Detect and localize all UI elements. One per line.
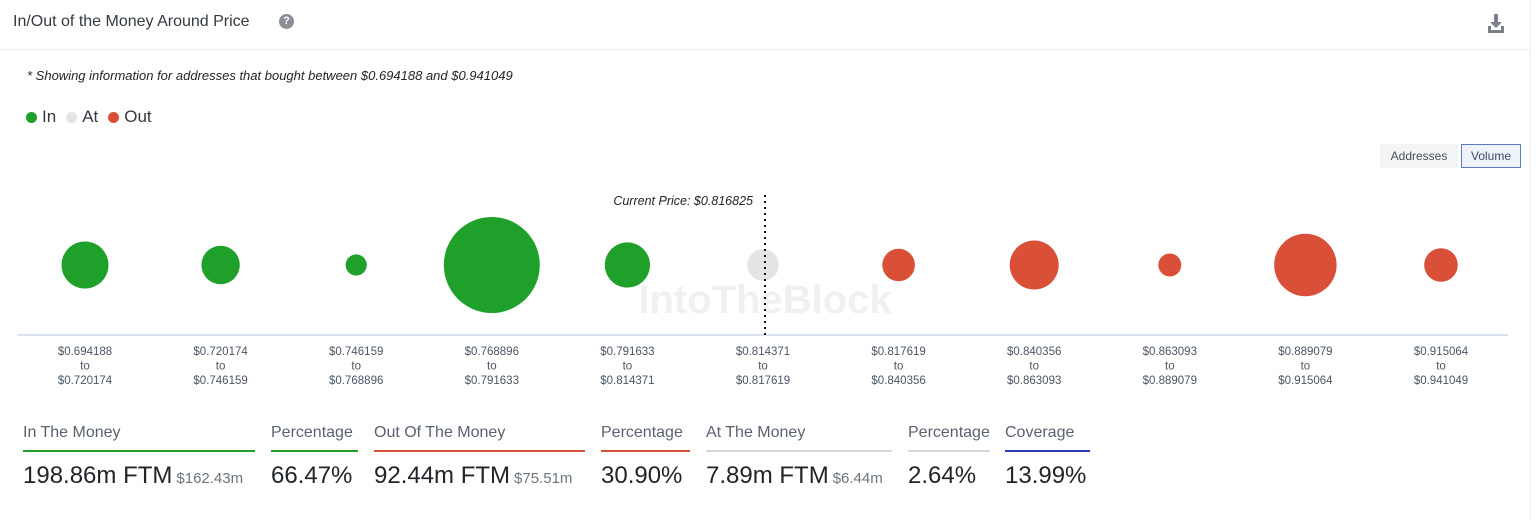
legend-item-at[interactable]: At bbox=[66, 107, 98, 127]
legend-dot-out bbox=[108, 111, 120, 123]
stat-label: Percentage bbox=[601, 420, 690, 452]
tick-label: $0.817619 bbox=[736, 375, 790, 387]
stat-usd-value: $162.43m bbox=[176, 470, 244, 487]
chart-legend: In At Out bbox=[26, 107, 162, 127]
bubble-out[interactable] bbox=[882, 248, 915, 282]
legend-item-out[interactable]: Out bbox=[108, 107, 152, 127]
tick-label-to: to bbox=[1029, 361, 1039, 373]
tick-label: $0.768896 bbox=[465, 346, 519, 358]
legend-label-at: At bbox=[82, 107, 99, 126]
bubble-out[interactable] bbox=[1158, 253, 1182, 277]
stat-label: In The Money bbox=[23, 420, 255, 452]
legend-label-in: In bbox=[42, 107, 57, 126]
bubble-in[interactable] bbox=[345, 254, 367, 276]
stat-value: 198.86m FTM $162.43m bbox=[23, 462, 244, 489]
tick-label-to: to bbox=[1301, 361, 1311, 373]
widget-header: In/Out of the Money Around Price ? bbox=[0, 0, 1530, 50]
tick-label: $0.915064 bbox=[1278, 375, 1333, 387]
legend-dot-in bbox=[26, 111, 37, 123]
stat-value: 2.64% bbox=[908, 462, 977, 489]
tick-label-to: to bbox=[1165, 361, 1175, 373]
stat-in-percentage: Percentage 66.47% bbox=[271, 420, 358, 490]
stat-in-the-money: In The Money 198.86m FTM $162.43m bbox=[23, 420, 255, 490]
tick-label-to: to bbox=[351, 361, 361, 373]
stat-coverage: Coverage 13.99% bbox=[1005, 420, 1090, 490]
tick-label-to: to bbox=[623, 361, 633, 373]
tick-label: $0.746159 bbox=[329, 346, 383, 358]
stat-value: 30.90% bbox=[601, 462, 683, 489]
stat-usd-value: $6.44m bbox=[832, 470, 883, 487]
tick-label: $0.768896 bbox=[329, 375, 383, 387]
tick-label-to: to bbox=[487, 361, 497, 373]
stat-at-percentage: Percentage 2.64% bbox=[908, 420, 990, 490]
tick-label: $0.941049 bbox=[1414, 375, 1468, 387]
stats-row: In The Money 198.86m FTM $162.43m Percentag… bbox=[0, 420, 1536, 520]
legend-label-out: Out bbox=[124, 107, 152, 126]
tick-label: $0.694188 bbox=[58, 346, 112, 358]
tick-label: $0.720174 bbox=[58, 375, 113, 387]
legend-dot-at bbox=[66, 111, 78, 123]
volume-toggle-button[interactable]: Volume bbox=[1461, 144, 1521, 168]
stat-value: 13.99% bbox=[1005, 462, 1087, 489]
stat-value: 92.44m FTM $75.51m bbox=[374, 462, 573, 489]
current-price-label: Current Price: $0.816825 bbox=[613, 194, 753, 208]
tick-label-to: to bbox=[758, 361, 768, 373]
question-circle-icon[interactable]: ? bbox=[279, 14, 294, 29]
tick-label: $0.814371 bbox=[736, 346, 790, 358]
bubble-in[interactable] bbox=[61, 241, 109, 289]
bubble-in[interactable] bbox=[201, 245, 240, 285]
tick-label-to: to bbox=[894, 361, 904, 373]
bubble-out[interactable] bbox=[1009, 240, 1059, 290]
stat-at-the-money: At The Money 7.89m FTM $6.44m bbox=[706, 420, 892, 490]
stat-out-of-the-money: Out Of The Money 92.44m FTM $75.51m bbox=[374, 420, 585, 490]
stat-label: Percentage bbox=[908, 420, 990, 452]
tick-label: $0.817619 bbox=[871, 346, 925, 358]
tick-label: $0.791633 bbox=[600, 346, 654, 358]
stat-value: 66.47% bbox=[271, 462, 353, 489]
bubble-chart: IntoTheBlock$0.694188to$0.720174$0.72017… bbox=[17, 194, 1508, 387]
tick-label: $0.889079 bbox=[1143, 375, 1197, 387]
tick-label: $0.889079 bbox=[1278, 346, 1332, 358]
stat-label: Coverage bbox=[1005, 420, 1090, 452]
tick-label: $0.746159 bbox=[193, 375, 247, 387]
bubble-in[interactable] bbox=[443, 217, 540, 313]
bubble-at[interactable] bbox=[747, 249, 779, 281]
stat-label: Out Of The Money bbox=[374, 420, 585, 452]
tick-label: $0.720174 bbox=[193, 346, 248, 358]
legend-item-in[interactable]: In bbox=[26, 107, 56, 127]
tick-label: $0.863093 bbox=[1007, 375, 1061, 387]
stat-value: 7.89m FTM $6.44m bbox=[706, 462, 883, 489]
bubble-out[interactable] bbox=[1274, 233, 1337, 297]
tick-label: $0.840356 bbox=[1007, 346, 1061, 358]
range-note: * Showing information for addresses that… bbox=[27, 68, 513, 83]
bubble-out[interactable] bbox=[1424, 248, 1458, 282]
bubble-in[interactable] bbox=[604, 242, 651, 288]
tick-label: $0.814371 bbox=[600, 375, 654, 387]
tick-label-to: to bbox=[216, 361, 226, 373]
tick-label: $0.840356 bbox=[871, 375, 925, 387]
tick-label-to: to bbox=[80, 361, 90, 373]
tick-label: $0.863093 bbox=[1143, 346, 1197, 358]
stat-label: At The Money bbox=[706, 420, 892, 452]
tick-label: $0.915064 bbox=[1414, 346, 1469, 358]
stat-usd-value: $75.51m bbox=[514, 470, 573, 487]
panel-border bbox=[1530, 0, 1531, 520]
tick-label: $0.791633 bbox=[465, 375, 519, 387]
download-icon[interactable] bbox=[1486, 12, 1506, 34]
stat-label: Percentage bbox=[271, 420, 358, 452]
stat-out-percentage: Percentage 30.90% bbox=[601, 420, 690, 490]
addresses-toggle-button[interactable]: Addresses bbox=[1380, 144, 1458, 168]
tick-label-to: to bbox=[1436, 361, 1446, 373]
widget-title: In/Out of the Money Around Price bbox=[13, 13, 250, 30]
